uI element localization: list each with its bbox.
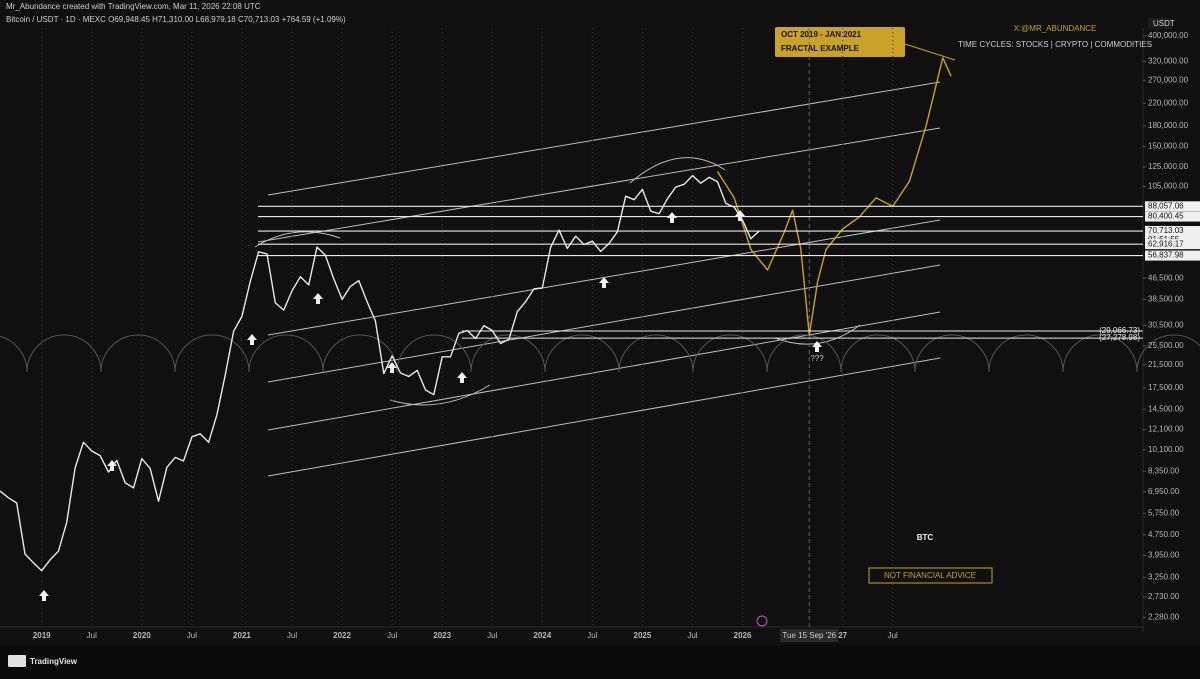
x-tick-label: Jul xyxy=(287,631,297,640)
x-tick-label: 2026 xyxy=(734,631,752,640)
x-tick-label: Jul xyxy=(587,631,597,640)
y-tick-label: 17,500.00 xyxy=(1148,383,1184,392)
brand-logo xyxy=(8,655,26,667)
x-tick-label: 2019 xyxy=(33,631,51,640)
x-tick-label: Jul xyxy=(87,631,97,640)
channel-line xyxy=(267,357,941,477)
x-tick-label: 2022 xyxy=(333,631,351,640)
support-label: (29,066.73) xyxy=(1099,326,1140,335)
y-tick-label: 30,500.00 xyxy=(1148,321,1184,330)
x-tick-label: Jul xyxy=(187,631,197,640)
cycles-note: TIME CYCLES: STOCKS | CRYPTO | COMMODITI… xyxy=(958,40,1152,49)
y-tick-label: 3,950.00 xyxy=(1148,551,1180,560)
crosshair-label: Tue 15 Sep '26 xyxy=(782,631,836,640)
credit: Mr_Abundance created with TradingView.co… xyxy=(6,2,261,11)
disclaimer-box xyxy=(868,567,993,584)
crosshair-box xyxy=(780,629,839,642)
channel-line xyxy=(267,311,941,431)
level-label: 88,057.06 xyxy=(1148,201,1184,210)
y-tick-label: 38,500.00 xyxy=(1148,294,1184,303)
y-tick-label: 21,500.00 xyxy=(1148,360,1184,369)
y-tick-label: 10,100.00 xyxy=(1148,445,1184,454)
x-tick-label: 2023 xyxy=(433,631,451,640)
handle: X:@MR_ABUNDANCE xyxy=(1014,24,1097,33)
y-tick-label: 6,950.00 xyxy=(1148,487,1180,496)
arrow xyxy=(457,372,467,383)
y-tick-label: 25,500.00 xyxy=(1148,341,1184,350)
arc xyxy=(254,231,341,248)
arc xyxy=(629,157,726,184)
x-tick-label: 2024 xyxy=(533,631,551,640)
level-marker xyxy=(1145,239,1200,250)
level-label: 70,713.03 xyxy=(1148,226,1184,235)
fractal-note: OCT 2019 - JAN 2021 xyxy=(781,30,862,39)
x-tick-label: Jul xyxy=(888,631,898,640)
brand: TradingView xyxy=(30,657,78,666)
cycle-arcs xyxy=(0,334,1200,373)
y-tick-label: 220,000.00 xyxy=(1148,98,1189,107)
ticker-note: BTC xyxy=(917,533,934,542)
channel-line xyxy=(267,81,941,196)
price-line xyxy=(716,57,952,336)
y-tick-label: 14,500.00 xyxy=(1148,404,1184,413)
level-label: 80,400.45 xyxy=(1148,212,1184,221)
currency: USDT xyxy=(1153,19,1175,28)
y-tick-label: 3,250.00 xyxy=(1148,573,1180,582)
x-tick-label: Jul xyxy=(487,631,497,640)
y-tick-label: 270,000.00 xyxy=(1148,75,1189,84)
pointer xyxy=(904,43,956,61)
support-label: (27,278.98) xyxy=(1099,333,1140,342)
y-tick-label: 400,000.00 xyxy=(1148,31,1189,40)
arrow xyxy=(247,334,257,345)
y-tick-label: 105,000.00 xyxy=(1148,182,1189,191)
y-tick-label: 2,280.00 xyxy=(1148,612,1180,621)
disclaimer: NOT FINANCIAL ADVICE xyxy=(884,571,976,580)
channel xyxy=(254,43,956,477)
arc xyxy=(389,384,491,406)
chart-background xyxy=(0,0,1200,645)
level-marker xyxy=(1145,201,1200,212)
level-label: 62,916.17 xyxy=(1148,239,1184,248)
price-line xyxy=(0,174,760,572)
fractal-note: FRACTAL EXAMPLE xyxy=(781,44,860,53)
y-tick-label: 2,730.00 xyxy=(1148,592,1180,601)
x-tick-label: Jul xyxy=(387,631,397,640)
y-tick-label: 320,000.00 xyxy=(1148,56,1189,65)
level-marker xyxy=(1145,211,1200,222)
fractal-box xyxy=(775,27,905,57)
y-tick-label: 150,000.00 xyxy=(1148,142,1189,151)
x-tick-label: 2020 xyxy=(133,631,151,640)
x-tick-label: 27 xyxy=(838,631,847,640)
y-tick-label: 4,750.00 xyxy=(1148,530,1180,539)
arrow xyxy=(812,341,822,352)
footer xyxy=(0,645,1200,679)
y-tick-label: 5,750.00 xyxy=(1148,508,1180,517)
y-tick-label: 8,350.00 xyxy=(1148,466,1180,475)
x-tick-label: Jul xyxy=(687,631,697,640)
x-tick-label: 2025 xyxy=(634,631,652,640)
y-tick-label: 12,100.00 xyxy=(1148,425,1184,434)
currency-box xyxy=(1148,18,1172,29)
arrow xyxy=(387,362,397,373)
arrow xyxy=(313,293,323,304)
arrow xyxy=(39,590,49,601)
arrow xyxy=(735,210,745,221)
event-icon xyxy=(756,615,768,627)
channel-line xyxy=(267,264,941,383)
y-tick-label: 180,000.00 xyxy=(1148,121,1189,130)
arrow xyxy=(107,460,117,471)
arrow xyxy=(599,277,609,288)
level-label: 56,837.98 xyxy=(1148,251,1184,260)
x-tick-label: 2021 xyxy=(233,631,251,640)
y-tick-label: 46,500.00 xyxy=(1148,273,1184,282)
level-marker xyxy=(1145,250,1200,261)
channel-line xyxy=(257,127,941,243)
arrow xyxy=(667,212,677,223)
y-tick-label: 125,000.00 xyxy=(1148,162,1189,171)
question-note: ??? xyxy=(810,354,824,363)
symbol-header: Bitcoin / USDT · 1D · MEXC O69,948.45 H7… xyxy=(6,15,346,24)
